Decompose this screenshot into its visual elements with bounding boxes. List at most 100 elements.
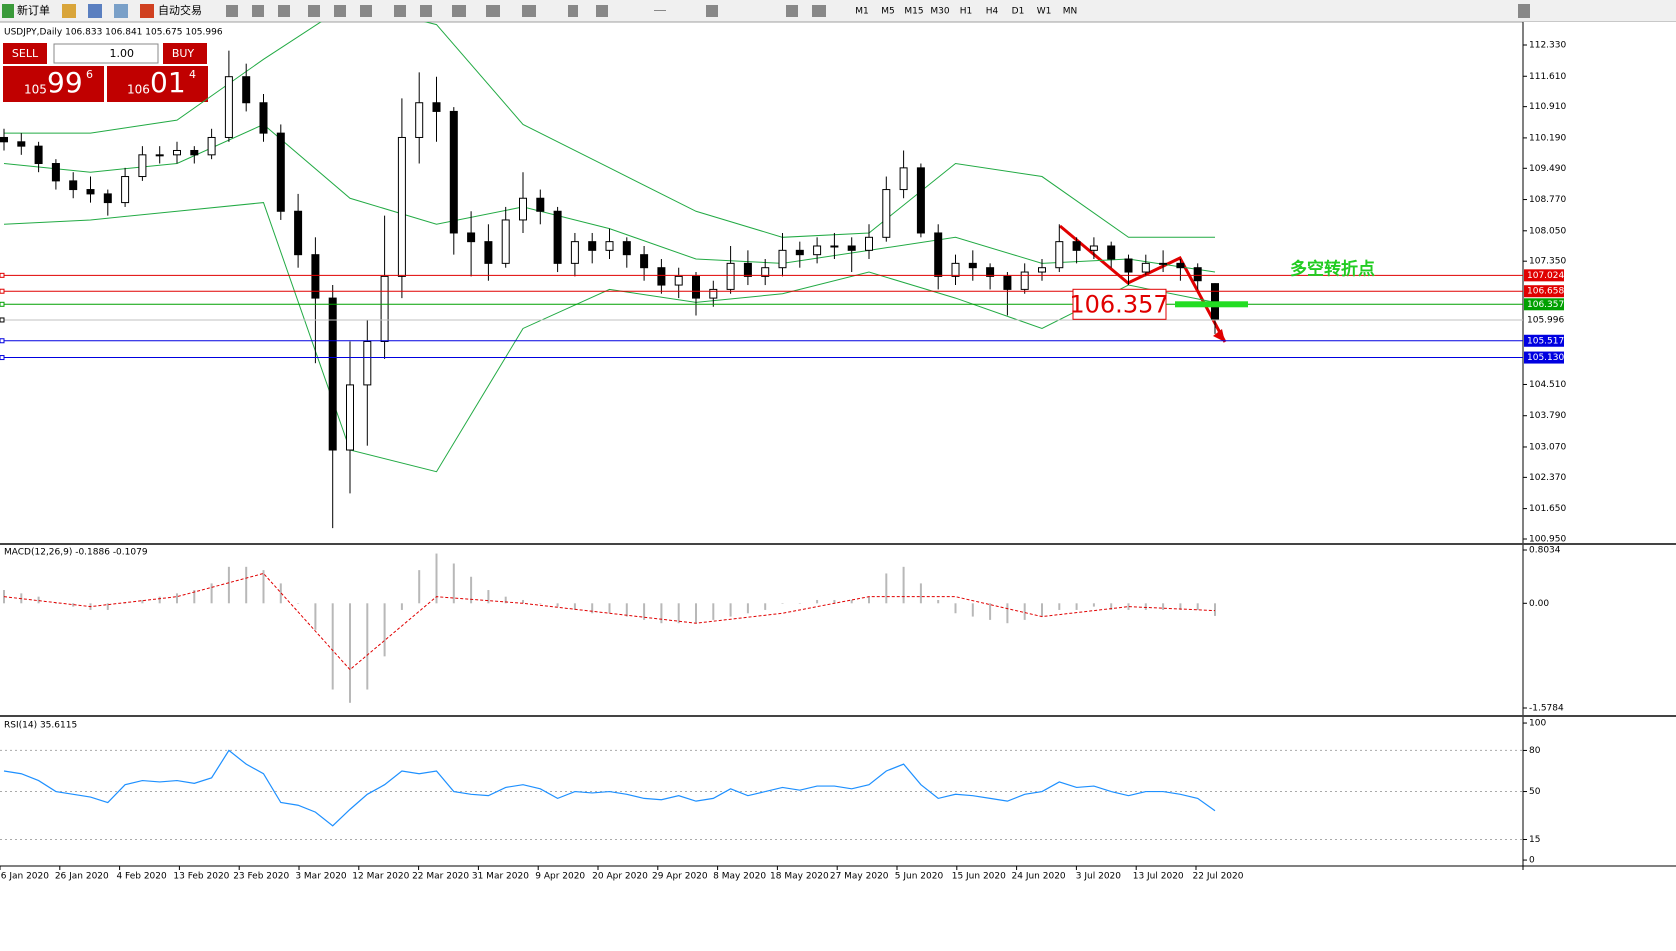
macd-bar: [591, 603, 594, 614]
x-tick-label: 5 Jun 2020: [895, 872, 944, 882]
auto-trading-icon[interactable]: [140, 4, 154, 18]
macd-label: MACD(12,26,9) -0.1886 -0.1079: [4, 548, 148, 558]
x-tick-label: 26 Jan 2020: [55, 872, 109, 882]
macd-bar: [227, 566, 230, 604]
macd-bar: [54, 603, 57, 604]
level-handle: [0, 338, 5, 344]
macd-bar: [504, 596, 507, 604]
macd-bar: [954, 603, 957, 614]
candle-body: [69, 180, 78, 191]
timeframe-button[interactable]: M5: [881, 7, 895, 17]
level-handle: [0, 272, 5, 278]
lot-input[interactable]: [53, 43, 159, 64]
y-tick-label: 15: [1529, 835, 1540, 845]
macd-bar: [400, 603, 403, 610]
sell-label[interactable]: SELL: [12, 47, 39, 60]
macd-bar: [643, 603, 646, 620]
bollinger-lower: [3, 202, 1216, 473]
x-tick-label: 22 Jul 2020: [1193, 872, 1244, 882]
timeframe-button[interactable]: D1: [1012, 7, 1025, 17]
macd-bar: [487, 590, 490, 604]
y-tick-label: 110.190: [1529, 133, 1566, 143]
toolbar: [0, 0, 1676, 22]
candle-body: [1020, 271, 1029, 290]
timeframe-button[interactable]: H4: [986, 7, 999, 17]
level-handle: [0, 317, 5, 323]
macd-bar: [262, 570, 265, 604]
macd-bar: [625, 603, 628, 617]
candle-body: [1141, 262, 1150, 273]
new-order-icon[interactable]: [2, 4, 14, 18]
y-tick-label: 80: [1529, 746, 1541, 756]
tool-icon[interactable]: [88, 4, 102, 18]
y-tick-label: 110.910: [1529, 102, 1566, 112]
auto-trading[interactable]: 自动交易: [158, 3, 202, 17]
annotation-bar: [1175, 301, 1248, 308]
timeframe-button[interactable]: M1: [855, 7, 869, 17]
macd-bar: [331, 603, 334, 690]
sell-small: 6: [86, 68, 93, 81]
x-tick-label: 22 Mar 2020: [412, 872, 469, 882]
candle-body: [570, 241, 579, 264]
candle-body: [553, 210, 562, 264]
y-tick-label: 0.00: [1529, 599, 1549, 609]
macd-bar: [850, 599, 853, 604]
macd-bar: [1075, 603, 1078, 610]
candle-body: [743, 262, 752, 277]
candle-body: [86, 189, 95, 195]
macd-bar: [141, 599, 144, 604]
candle-body: [813, 245, 822, 256]
timeframe-button[interactable]: W1: [1037, 7, 1052, 17]
macd-bar: [435, 553, 438, 604]
tool-icon[interactable]: [62, 4, 76, 18]
buy-label[interactable]: BUY: [172, 47, 195, 60]
annotation-value: 106.357: [1069, 290, 1168, 318]
tool-icon[interactable]: [114, 4, 128, 18]
macd-bar: [383, 603, 386, 657]
candle-body: [1159, 262, 1168, 265]
timeframe-button[interactable]: M30: [930, 7, 949, 17]
timeframe-button[interactable]: H1: [960, 7, 973, 17]
x-tick-label: 24 Jun 2020: [1012, 872, 1066, 882]
macd-bar: [1023, 603, 1026, 620]
toolbar-icons: [226, 4, 1530, 18]
sell-price[interactable]: [3, 66, 104, 102]
timeframe-button[interactable]: MN: [1063, 7, 1078, 17]
candle-body: [916, 167, 925, 234]
macd-bar: [1127, 603, 1130, 610]
buy-button[interactable]: [163, 43, 207, 64]
x-tick-label: 18 May 2020: [770, 872, 829, 882]
candle-body: [311, 254, 320, 299]
candle-body: [968, 262, 977, 269]
timeframe-button[interactable]: M15: [904, 7, 923, 17]
level-label: 105.517: [1527, 336, 1564, 346]
y-tick-label: 50: [1529, 787, 1541, 797]
macd-bar: [37, 596, 40, 604]
level-tag: [1524, 298, 1564, 311]
candle-body: [51, 163, 60, 182]
y-tick-label: 108.050: [1529, 226, 1566, 236]
macd-bar: [349, 603, 351, 703]
macd-bar: [158, 596, 161, 604]
candle-body: [519, 197, 527, 221]
level-handle: [0, 288, 5, 294]
lot-value[interactable]: 1.00: [110, 47, 135, 60]
new-order[interactable]: 新订单: [17, 3, 50, 17]
sell-button[interactable]: [3, 43, 47, 64]
x-tick-label: 29 Apr 2020: [652, 872, 708, 882]
candle-body: [709, 288, 718, 299]
candle-body: [622, 241, 631, 256]
macd-bar: [764, 603, 767, 610]
macd-bar: [781, 603, 784, 604]
arrow-head: [1213, 329, 1225, 342]
x-tick-label: 20 Apr 2020: [592, 872, 648, 882]
level-label: 105.130: [1527, 353, 1564, 363]
candle-body: [640, 254, 649, 269]
macd-bar: [176, 593, 178, 604]
x-tick-label: 16 Jan 2020: [0, 872, 49, 882]
x-tick-label: 27 May 2020: [830, 872, 889, 882]
buy-price[interactable]: [107, 66, 208, 102]
y-tick-label: 0: [1529, 856, 1535, 866]
y-tick-label: -1.5784: [1529, 703, 1564, 713]
